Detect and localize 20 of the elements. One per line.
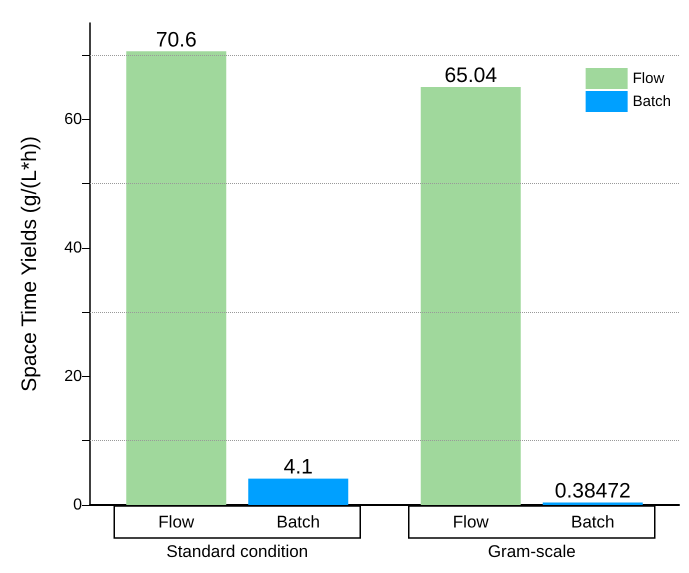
x-tick-label: Gram-scale	[488, 542, 576, 561]
y-tick-label: 20	[64, 368, 82, 385]
y-tick-label: 40	[64, 239, 82, 256]
text: Flow	[158, 512, 194, 532]
bar	[248, 478, 348, 505]
x-tick-label: Standard condition	[166, 542, 308, 561]
legend-label: Flow	[632, 70, 664, 87]
y-axis-title: Space Time Yields (g/(L*h))	[18, 136, 41, 392]
legend-label: Batch	[632, 93, 672, 110]
text: Batch	[571, 512, 614, 532]
data-label: 70.6	[156, 28, 197, 52]
y-tick-label: 0	[73, 496, 82, 514]
text: Batch	[276, 512, 320, 532]
bar	[126, 51, 226, 505]
text: Flow	[452, 512, 489, 532]
data-label: 4.1	[284, 456, 313, 479]
y-tick-label: 60	[64, 110, 82, 128]
data-label: 65.04	[444, 64, 498, 88]
bar	[420, 87, 521, 505]
data-label: 0.38472	[554, 480, 631, 503]
